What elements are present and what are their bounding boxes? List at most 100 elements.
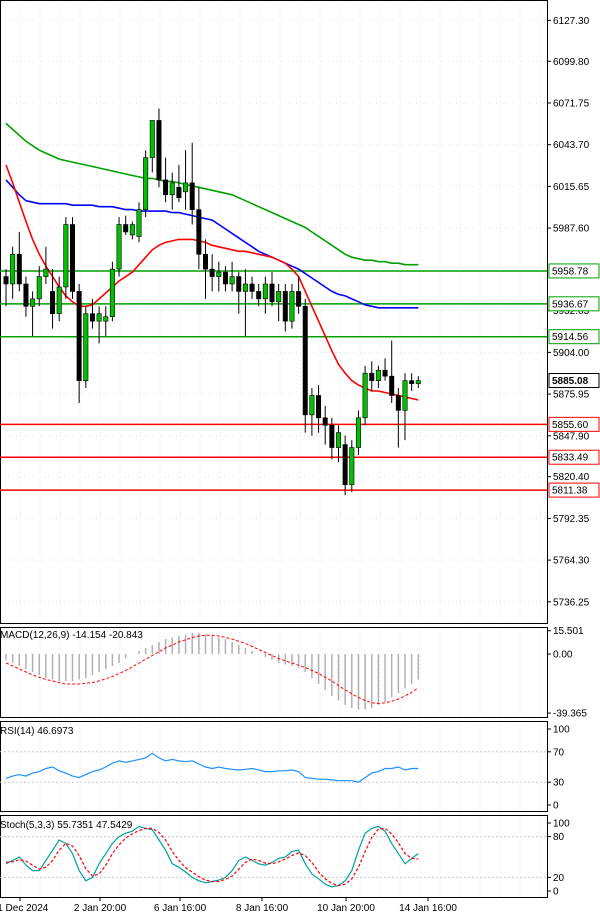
rsi-line — [5, 752, 419, 783]
macd-tick-label: -39.365 — [553, 709, 587, 720]
candle — [296, 276, 302, 314]
panel-border-stoch — [0, 815, 548, 898]
rsi-panel — [0, 751, 547, 783]
candle-body — [83, 313, 89, 381]
price-axis: 6127.30 6099.80 6071.75 6043.70 6015.65 5987.… — [547, 16, 600, 898]
candle — [395, 388, 401, 448]
candle — [409, 373, 415, 392]
rsi-tick-label: 0 — [553, 801, 559, 812]
price-tag-label: 5885.08 — [552, 376, 589, 387]
candle — [249, 276, 255, 299]
candle — [36, 266, 42, 307]
candle-body — [236, 276, 242, 292]
candle-body — [3, 276, 9, 285]
candle — [276, 283, 282, 322]
candle — [123, 215, 129, 235]
candle — [103, 306, 109, 337]
candle — [362, 365, 368, 426]
candle — [89, 298, 95, 329]
candle — [316, 385, 322, 433]
price-tag-label: 5936.67 — [552, 299, 589, 310]
candle — [322, 405, 328, 445]
candle-body — [23, 283, 29, 307]
candle-body — [149, 120, 155, 158]
candle-body — [76, 291, 82, 381]
candle-body — [70, 224, 76, 292]
candle-body — [262, 283, 268, 300]
price-tick-label: 5875.95 — [553, 390, 590, 401]
candle — [136, 202, 142, 243]
candle — [236, 272, 242, 314]
price-tag-box — [548, 329, 600, 345]
moving-average-line — [5, 179, 419, 309]
candle — [196, 187, 202, 270]
panel-border-rsi — [0, 721, 548, 812]
candle — [229, 261, 235, 292]
candle — [389, 340, 395, 403]
candle-body — [196, 209, 202, 255]
panel-border-price — [0, 0, 548, 624]
grid — [0, 0, 547, 897]
candle-body — [355, 417, 361, 448]
price-tag-box — [548, 449, 600, 465]
candle — [189, 142, 195, 225]
price-tag-box — [548, 482, 600, 498]
candle-body — [249, 283, 255, 292]
price-tick-label: 5904.00 — [553, 348, 590, 359]
candle — [96, 306, 102, 344]
price-tick-label: 5764.30 — [553, 556, 590, 567]
candle-body — [156, 120, 162, 181]
stoch-tick-label: 0 — [553, 887, 559, 898]
candle-body — [256, 291, 262, 300]
candle-body — [329, 424, 335, 448]
candle-body — [183, 182, 189, 193]
candle-body — [375, 369, 381, 381]
candle — [355, 410, 361, 455]
candle-body — [402, 380, 408, 411]
price-tick-label: 6015.65 — [553, 182, 590, 193]
candle — [156, 108, 162, 188]
candle-body — [43, 268, 49, 277]
candle-body — [322, 417, 328, 426]
candle — [116, 217, 122, 277]
panel-border-macd — [0, 627, 548, 718]
stoch-tick-label: 100 — [553, 819, 570, 830]
candle-body — [296, 291, 302, 307]
candle — [23, 276, 29, 317]
candle — [335, 425, 341, 463]
stoch-panel — [0, 825, 547, 888]
candle-body — [209, 268, 215, 277]
candle — [262, 276, 268, 314]
candle-body — [382, 369, 388, 377]
price-tick-label: 5792.35 — [553, 514, 590, 525]
candle-body — [289, 291, 295, 322]
candle-body — [36, 276, 42, 300]
candle — [242, 269, 248, 337]
price-tag-box — [548, 416, 600, 432]
candle — [169, 172, 175, 210]
candle — [256, 283, 262, 307]
candle-body — [269, 283, 275, 303]
candle-body — [316, 395, 322, 419]
candle-body — [10, 253, 16, 285]
price-tag-label: 5914.56 — [552, 332, 589, 343]
candle — [209, 254, 215, 292]
candle — [302, 298, 308, 433]
candle — [16, 231, 22, 292]
candle — [269, 272, 275, 307]
candle-body — [123, 224, 129, 233]
candle — [3, 269, 9, 307]
candle-body — [116, 224, 122, 270]
candle — [143, 150, 149, 218]
candle-body — [409, 380, 415, 384]
price-tick-label: 5736.25 — [553, 597, 590, 608]
price-tick-label: 5847.90 — [553, 431, 590, 442]
candle — [222, 266, 228, 292]
candle — [369, 361, 375, 392]
stoch-title: Stoch(5,3,3) 55.7351 47.5429 — [0, 820, 133, 831]
candle-body — [222, 271, 228, 285]
time-tick-label: 31 Dec 2024 — [0, 903, 49, 912]
time-tick-label: 8 Jan 16:00 — [236, 903, 289, 912]
candle-body — [276, 291, 282, 303]
